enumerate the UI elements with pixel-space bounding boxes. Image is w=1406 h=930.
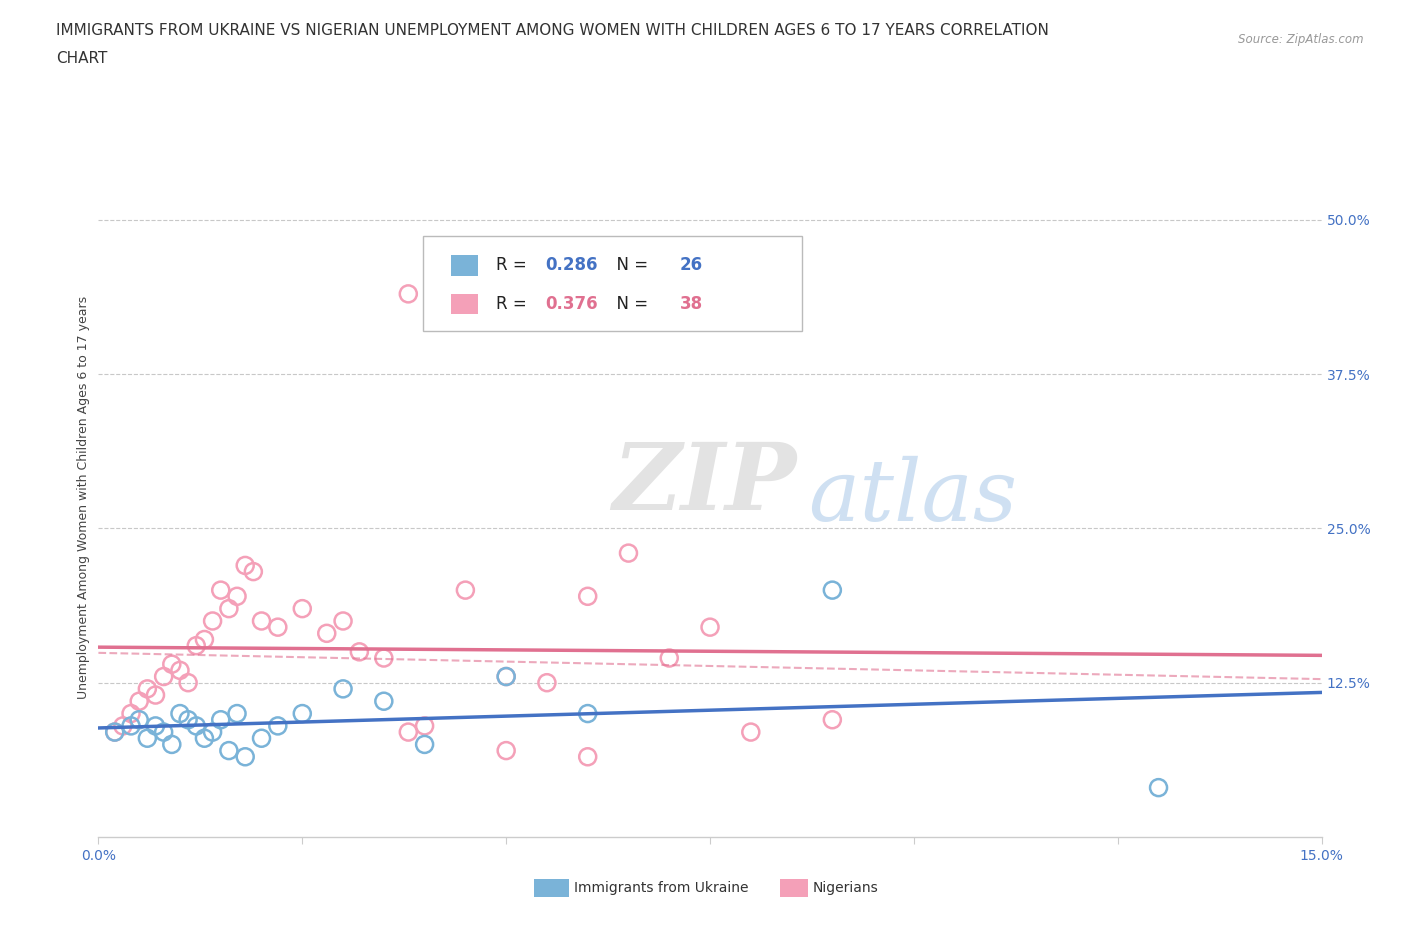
Text: 0.376: 0.376 [546,295,598,313]
Point [169,706,191,721]
Point [209,583,232,598]
Text: 26: 26 [679,257,703,274]
Text: Nigerians: Nigerians [813,881,879,896]
Text: atlas: atlas [808,457,1017,538]
Point [169,663,191,678]
Point [120,719,142,734]
Point [177,675,200,690]
Point [218,743,240,758]
Text: ZIP: ZIP [612,439,796,529]
Point [145,719,167,734]
Text: IMMIGRANTS FROM UKRAINE VS NIGERIAN UNEMPLOYMENT AMONG WOMEN WITH CHILDREN AGES : IMMIGRANTS FROM UKRAINE VS NIGERIAN UNEM… [56,23,1049,38]
Point [576,706,599,721]
Point [267,619,290,634]
Point [576,589,599,604]
Point [617,546,640,561]
Text: N =: N = [606,295,654,313]
Point [209,712,232,727]
Text: CHART: CHART [56,51,108,66]
Point [576,750,599,764]
FancyBboxPatch shape [423,236,801,331]
Text: N =: N = [606,257,654,274]
Point [495,669,517,684]
Point [226,589,249,604]
Point [128,694,150,709]
Point [658,651,681,666]
Point [332,682,354,697]
Point [160,657,183,671]
Point [373,651,395,666]
Point [111,719,134,734]
Point [250,614,273,629]
Point [104,724,127,739]
Point [821,583,844,598]
Point [233,558,256,573]
Point [315,626,337,641]
Point [104,724,127,739]
Point [136,682,159,697]
Point [201,724,224,739]
Text: R =: R = [496,257,531,274]
Point [495,669,517,684]
Point [160,737,183,751]
Point [495,743,517,758]
Point [145,687,167,702]
Point [699,619,721,634]
Point [413,719,436,734]
Point [291,706,314,721]
Point [1147,780,1170,795]
Point [152,724,174,739]
Point [396,724,419,739]
Text: Immigrants from Ukraine: Immigrants from Ukraine [574,881,748,896]
Point [218,601,240,616]
Text: 38: 38 [679,295,703,313]
Point [226,706,249,721]
Point [193,731,215,746]
Point [242,565,264,579]
Point [186,638,208,653]
Text: 0.286: 0.286 [546,257,598,274]
Point [349,644,371,659]
Point [373,694,395,709]
Point [186,719,208,734]
Point [193,632,215,647]
Text: Source: ZipAtlas.com: Source: ZipAtlas.com [1239,33,1364,46]
FancyBboxPatch shape [451,255,478,275]
Point [396,286,419,301]
Point [291,601,314,616]
Point [120,706,142,721]
Point [128,712,150,727]
Point [740,724,762,739]
Point [136,731,159,746]
FancyBboxPatch shape [451,294,478,314]
Text: R =: R = [496,295,531,313]
Point [454,583,477,598]
Point [413,737,436,751]
Point [250,731,273,746]
Point [177,712,200,727]
Y-axis label: Unemployment Among Women with Children Ages 6 to 17 years: Unemployment Among Women with Children A… [77,296,90,699]
Point [536,675,558,690]
Point [152,669,174,684]
Point [201,614,224,629]
Point [821,712,844,727]
Point [332,614,354,629]
Point [267,719,290,734]
Point [233,750,256,764]
